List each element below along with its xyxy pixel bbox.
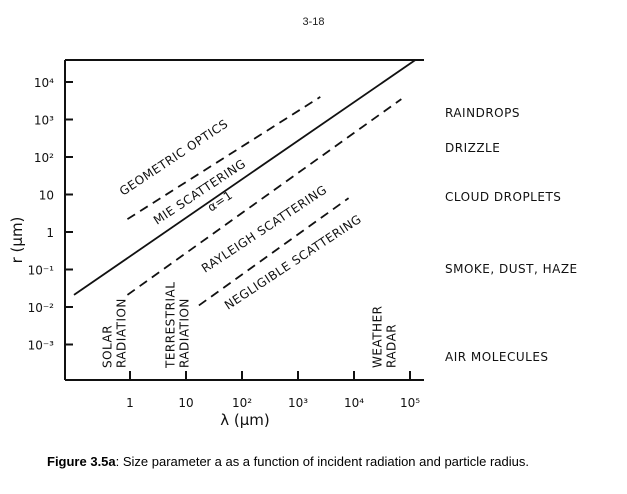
y-tick-label: 10 <box>39 189 54 203</box>
x-tick-label: 10 <box>178 396 193 410</box>
band-label: WEATHER <box>371 306 385 369</box>
y-tick-label: 1 <box>46 226 54 240</box>
particle-label: SMOKE, DUST, HAZE <box>445 262 578 276</box>
page-number: 3-18 <box>302 16 325 28</box>
x-tick-label: 10³ <box>288 396 308 410</box>
y-axis-label: r (μm) <box>8 217 26 264</box>
axes <box>64 59 424 381</box>
y-tick-label: 10⁻¹ <box>28 264 55 278</box>
x-tick-label: 1 <box>126 396 134 410</box>
x-tick-label: 10⁵ <box>400 396 420 410</box>
y-tick-label: 10⁴ <box>34 76 54 90</box>
band-label: RADIATION <box>178 298 192 368</box>
figure-caption: Figure 3.5a: Size parameter a as a funct… <box>47 454 529 469</box>
series-line-3 <box>198 197 350 307</box>
band-label: SOLAR <box>101 325 115 368</box>
band-label: RADIATION <box>115 298 129 368</box>
x-tick-label: 10² <box>232 396 252 410</box>
band-label: RADAR <box>385 324 399 368</box>
caption-text: : Size parameter a as a function of inci… <box>115 454 529 469</box>
y-tick-label: 10³ <box>34 114 54 128</box>
series-line-1 <box>126 96 321 220</box>
band-label: TERRESTRIAL <box>164 282 178 369</box>
figure-chart: 1 10 10² 10³ 10⁴ 10⁵10⁴10³10²10110⁻¹10⁻²10⁻³ … <box>8 59 578 429</box>
particle-label: RAINDROPS <box>445 106 520 120</box>
particle-label: CLOUD DROPLETS <box>445 190 561 204</box>
x-tick-label: 10⁴ <box>344 396 364 410</box>
series-line-0 <box>73 59 416 296</box>
particle-label: DRIZZLE <box>445 141 500 155</box>
region-label: NEGLIGIBLE SCATTERING <box>222 212 364 313</box>
caption-label: Figure 3.5a <box>47 454 116 469</box>
x-axis-label: λ (μm) <box>220 411 270 429</box>
y-tick-label: 10² <box>34 151 54 165</box>
y-tick-label: 10⁻² <box>28 301 55 315</box>
series-line-2 <box>126 98 402 296</box>
particle-label: AIR MOLECULES <box>445 350 549 364</box>
y-tick-label: 10⁻³ <box>28 339 55 353</box>
